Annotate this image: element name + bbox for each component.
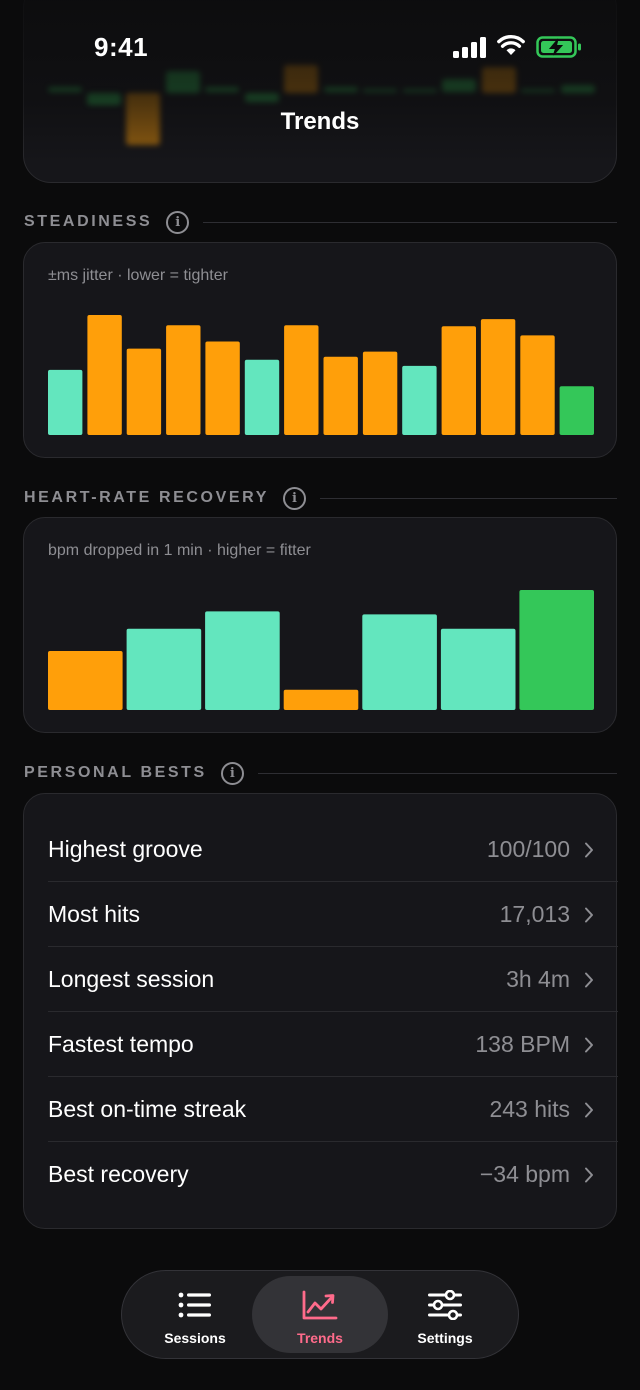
wifi-icon <box>497 34 525 55</box>
row-divider <box>48 946 618 947</box>
section-header-steadiness: STEADINESS i <box>24 209 617 235</box>
chevron-right-icon <box>585 1037 593 1052</box>
section-label: HEART-RATE RECOVERY <box>24 489 269 506</box>
page-title: Trends <box>280 108 360 135</box>
hrr-bar-1 <box>48 651 123 710</box>
tab-sessions[interactable]: Sessions <box>130 1276 260 1353</box>
section-label: STEADINESS <box>24 213 153 230</box>
info-icon[interactable]: i <box>166 210 190 234</box>
section-divider <box>257 772 617 774</box>
row-value: 3h 4m <box>506 966 570 992</box>
section-divider <box>319 497 617 499</box>
chart-subtitle: ±ms jitter · lower = tighter <box>48 267 228 284</box>
steadiness-bar-7 <box>284 325 319 435</box>
row-value: 100/100 <box>486 836 570 862</box>
status-time: 9:41 <box>94 32 149 62</box>
hrr-chart-card: bpm dropped in 1 min · higher = fitter <box>23 517 617 733</box>
tab-trends[interactable]: Trends <box>252 1276 388 1353</box>
best-row-most-hits[interactable]: Most hits 17,013 <box>48 882 594 947</box>
best-row-highest-groove[interactable]: Highest groove 100/100 <box>48 817 594 882</box>
row-divider <box>48 1076 618 1077</box>
section-divider <box>203 221 617 223</box>
row-label: Most hits <box>48 901 141 927</box>
chevron-right-icon <box>585 1102 593 1117</box>
chevron-right-icon <box>585 842 593 857</box>
row-value: 243 hits <box>489 1096 570 1122</box>
tab-bar: Sessions Trends Settings <box>121 1270 519 1359</box>
hrr-bar-5 <box>362 614 437 710</box>
steadiness-bar-8 <box>323 356 358 435</box>
list-icon <box>178 1292 211 1318</box>
hrr-bar-6 <box>440 628 516 710</box>
battery-charging-icon <box>536 36 581 58</box>
info-icon[interactable]: i <box>220 761 244 785</box>
hrr-bar-2 <box>126 628 202 710</box>
chevron-right-icon <box>585 972 593 987</box>
tab-label: Settings <box>417 1330 473 1346</box>
row-value: 17,013 <box>499 901 570 927</box>
personal-bests-list: Highest groove 100/100 Most hits 17,013 … <box>23 793 618 1229</box>
row-label: Best on-time streak <box>48 1096 247 1122</box>
steadiness-bar-14 <box>559 386 594 435</box>
steadiness-bar-6 <box>244 359 280 435</box>
steadiness-bar-5 <box>205 341 240 435</box>
hrr-chart <box>48 590 594 710</box>
section-header-hrr: HEART-RATE RECOVERY i <box>24 485 617 511</box>
hrr-bar-7 <box>519 590 594 710</box>
sliders-icon <box>428 1290 462 1320</box>
status-bar: 9:41 <box>0 0 640 94</box>
row-value: 138 BPM <box>475 1031 570 1057</box>
row-value: −34 bpm <box>479 1161 570 1187</box>
row-divider <box>48 1011 618 1012</box>
steadiness-bar-10 <box>402 365 437 435</box>
info-icon[interactable]: i <box>282 486 306 510</box>
row-divider <box>48 881 618 882</box>
best-row-longest-session[interactable]: Longest session 3h 4m <box>48 947 594 1012</box>
steadiness-bar-12 <box>480 319 516 435</box>
row-label: Best recovery <box>48 1161 189 1187</box>
section-label: PERSONAL BESTS <box>24 764 207 781</box>
chevron-right-icon <box>585 1167 593 1182</box>
chart-line-icon <box>302 1290 338 1320</box>
steadiness-chart <box>48 315 594 435</box>
row-label: Longest session <box>48 966 215 992</box>
row-label: Fastest tempo <box>48 1031 194 1057</box>
row-divider <box>48 1141 618 1142</box>
steadiness-bar-4 <box>166 325 201 435</box>
tab-settings[interactable]: Settings <box>380 1276 510 1353</box>
chevron-right-icon <box>585 907 593 922</box>
tab-label: Trends <box>297 1330 343 1346</box>
cellular-signal-icon <box>453 37 486 58</box>
row-label: Highest groove <box>48 836 203 862</box>
best-row-fastest-tempo[interactable]: Fastest tempo 138 BPM <box>48 1012 594 1077</box>
steadiness-bar-13 <box>520 335 555 435</box>
best-row-best-recovery[interactable]: Best recovery −34 bpm <box>48 1142 594 1207</box>
steadiness-bar-1 <box>48 369 83 435</box>
tab-label: Sessions <box>164 1330 226 1346</box>
steadiness-bar-3 <box>126 348 162 435</box>
steadiness-bar-2 <box>87 315 122 435</box>
hrr-bar-4 <box>283 689 359 710</box>
steadiness-chart-card: ±ms jitter · lower = tighter <box>23 242 617 458</box>
hrr-bar-3 <box>205 611 280 710</box>
section-header-bests: PERSONAL BESTS i <box>24 760 617 786</box>
best-row-on-time-streak[interactable]: Best on-time streak 243 hits <box>48 1077 594 1142</box>
steadiness-bar-11 <box>441 326 476 435</box>
chart-subtitle: bpm dropped in 1 min · higher = fitter <box>48 542 311 559</box>
steadiness-bar-9 <box>362 351 398 435</box>
